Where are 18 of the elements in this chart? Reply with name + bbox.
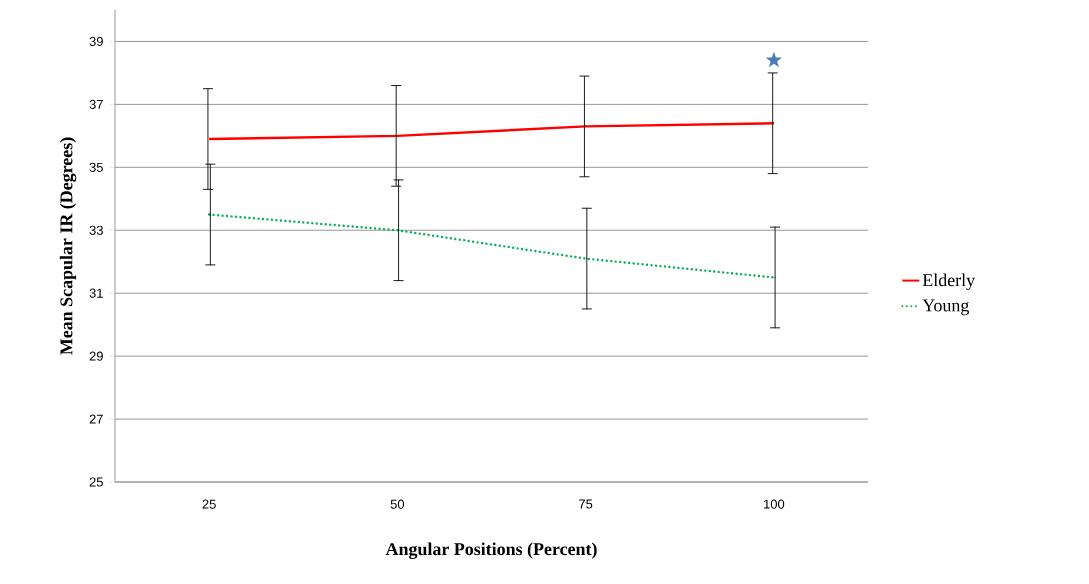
x-tick-label: 50 bbox=[390, 499, 405, 509]
y-tick-label: 31 bbox=[89, 288, 103, 298]
y-tick-label: 35 bbox=[89, 162, 103, 172]
y-axis-title: Mean Scapular IR (Degrees) bbox=[59, 137, 77, 355]
y-tick-label: 27 bbox=[89, 414, 103, 424]
line-series bbox=[207, 122, 776, 141]
y-tick-label: 33 bbox=[89, 225, 103, 235]
x-tick-label: 100 bbox=[764, 499, 785, 509]
x-tick-label: 25 bbox=[202, 499, 216, 509]
y-tick-label: 37 bbox=[89, 99, 103, 109]
legend-label: Young bbox=[922, 299, 969, 316]
legend-label: Elderly bbox=[922, 273, 976, 290]
x-tick-label: 75 bbox=[579, 499, 593, 509]
line-series bbox=[207, 213, 776, 279]
y-tick-label: 39 bbox=[89, 36, 103, 47]
x-axis-title: Angular Positions (Percent) bbox=[385, 542, 597, 559]
y-tick-label: 25 bbox=[89, 477, 103, 487]
y-tick-label: 29 bbox=[89, 351, 103, 361]
